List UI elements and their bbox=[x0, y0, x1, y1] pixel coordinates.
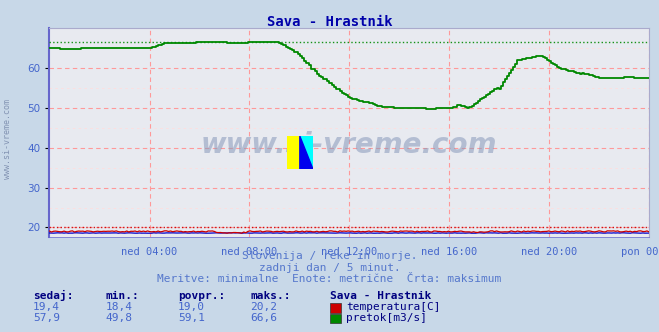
Polygon shape bbox=[300, 136, 313, 169]
Text: 49,8: 49,8 bbox=[105, 313, 132, 323]
Text: min.:: min.: bbox=[105, 291, 139, 301]
Text: 66,6: 66,6 bbox=[250, 313, 277, 323]
Text: Sava - Hrastnik: Sava - Hrastnik bbox=[330, 291, 431, 301]
Text: temperatura[C]: temperatura[C] bbox=[346, 302, 440, 312]
Text: povpr.:: povpr.: bbox=[178, 291, 225, 301]
Text: 57,9: 57,9 bbox=[33, 313, 60, 323]
Text: www.si-vreme.com: www.si-vreme.com bbox=[3, 100, 13, 179]
Text: 19,4: 19,4 bbox=[33, 302, 60, 312]
Text: Sava -: Sava - bbox=[349, 140, 355, 141]
Text: zadnji dan / 5 minut.: zadnji dan / 5 minut. bbox=[258, 263, 401, 273]
Text: www.si-vreme.com: www.si-vreme.com bbox=[201, 131, 498, 159]
Text: 59,1: 59,1 bbox=[178, 313, 205, 323]
Text: 20,2: 20,2 bbox=[250, 302, 277, 312]
Text: Sava - Hrastnik: Sava - Hrastnik bbox=[267, 15, 392, 29]
Text: Meritve: minimalne  Enote: metrične  Črta: maksimum: Meritve: minimalne Enote: metrične Črta:… bbox=[158, 274, 501, 284]
Text: pretok[m3/s]: pretok[m3/s] bbox=[346, 313, 427, 323]
Text: 18,4: 18,4 bbox=[105, 302, 132, 312]
Text: Slovenija / reke in morje.: Slovenija / reke in morje. bbox=[242, 251, 417, 261]
Polygon shape bbox=[300, 136, 313, 169]
Text: 19,0: 19,0 bbox=[178, 302, 205, 312]
Text: maks.:: maks.: bbox=[250, 291, 291, 301]
Text: sedaj:: sedaj: bbox=[33, 290, 73, 301]
